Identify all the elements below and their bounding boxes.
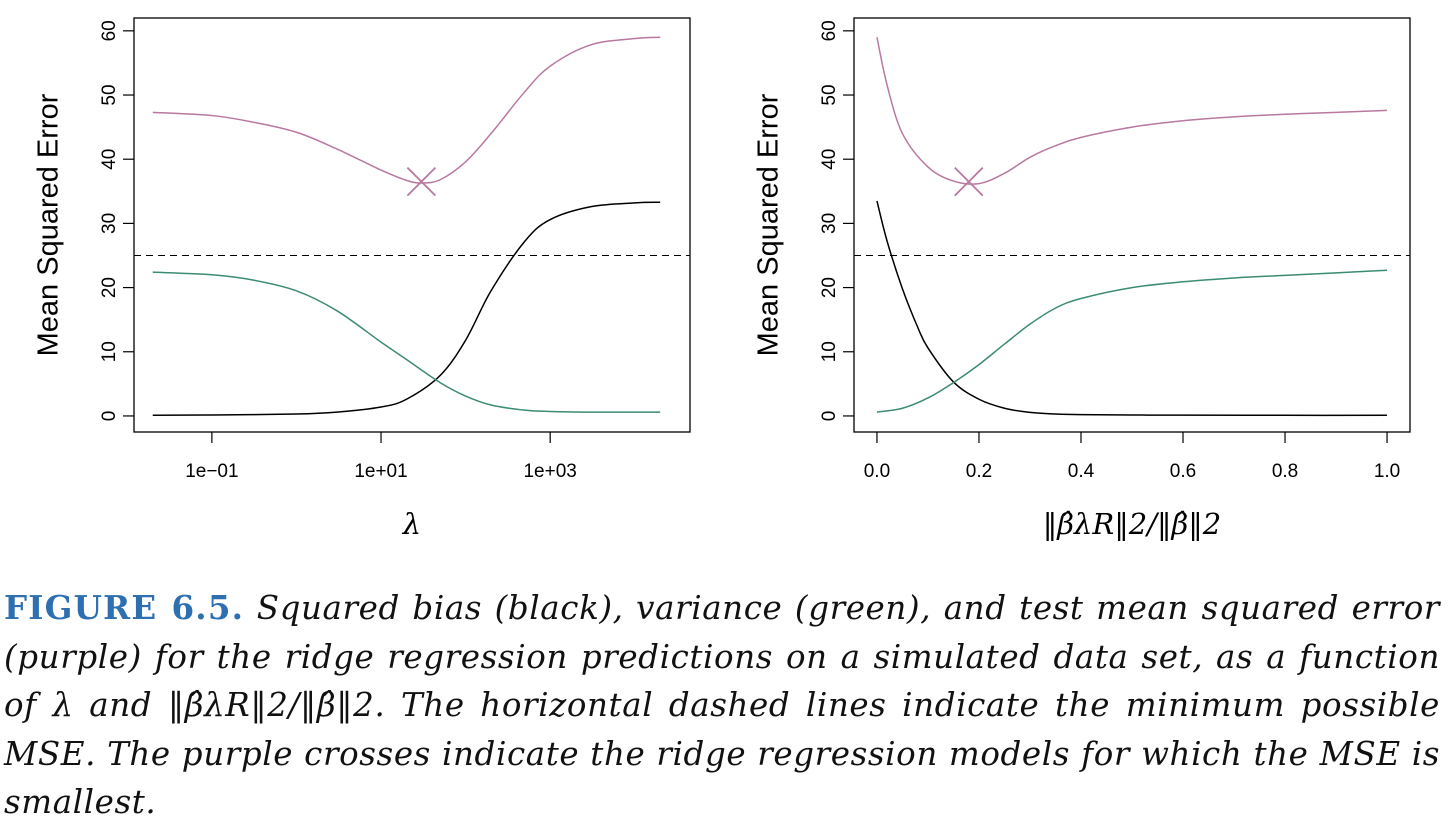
y-tick-label: 10	[819, 341, 840, 362]
caption-lambda: λ	[52, 686, 74, 724]
series-line	[876, 269, 1388, 413]
series-line	[152, 271, 661, 413]
x-tick-label: 1e+03	[523, 461, 576, 482]
y-axis-title: Mean Squared Error	[33, 93, 65, 356]
series-line	[876, 200, 1388, 417]
y-tick-label: 20	[819, 277, 840, 298]
x-axis-title: λ	[402, 507, 421, 541]
y-tick-label: 40	[819, 149, 840, 170]
x-tick-label: 1e−01	[185, 461, 238, 482]
min-mse-cross-marker	[406, 167, 437, 197]
caption-and: and	[73, 686, 168, 724]
y-tick-label: 10	[99, 341, 120, 362]
y-tick-label: 30	[99, 213, 120, 234]
cross-stroke	[406, 167, 437, 197]
figure-caption: FIGURE 6.5. Squared bias (black), varian…	[4, 584, 1440, 827]
left-chart: 0 10 20 30 40 50 60 1e−01 1e+01 1e+03 Mean Squared…	[33, 17, 691, 541]
caption-norm-ratio: ‖β̂λR‖2/‖β̂‖2	[167, 686, 375, 724]
min-mse-cross-marker	[954, 167, 984, 197]
figure-area: 0 10 20 30 40 50 60 1e−01 1e+01 1e+03 Mean Squared…	[33, 17, 1411, 541]
x-tick-label: 1e+01	[354, 461, 407, 482]
y-tick-label: 50	[819, 84, 840, 105]
y-tick-label: 60	[99, 20, 120, 41]
caption-text-1: Squared bias (black), variance (green), …	[4, 589, 1440, 724]
figure-label: FIGURE 6.5.	[4, 588, 245, 627]
x-tick-label: 0.8	[1272, 461, 1298, 482]
plot-frame	[853, 17, 1411, 433]
y-tick-label: 50	[99, 84, 120, 105]
x-tick-label: 0.0	[864, 461, 890, 482]
y-tick-label: 20	[99, 277, 120, 298]
y-tick-label: 0	[99, 411, 120, 422]
y-tick-label: 0	[819, 411, 840, 422]
right-chart: 0 10 20 30 40 50 60 0.0 0.2 0.4 0.6 0.8 1.0 Mean Squa…	[753, 17, 1411, 541]
series-line	[876, 37, 1388, 185]
x-tick-label: 1.0	[1374, 461, 1400, 482]
cross-stroke	[954, 167, 984, 197]
x-tick-label: 0.6	[1170, 461, 1196, 482]
caption-text-2: . The horizontal dashed lines indicate t…	[4, 686, 1441, 821]
series-line	[152, 36, 661, 184]
y-tick-label: 40	[99, 149, 120, 170]
x-tick-label: 0.2	[966, 461, 992, 482]
y-axis-title: Mean Squared Error	[753, 93, 785, 356]
x-tick-label: 0.4	[1068, 461, 1095, 482]
y-tick-label: 60	[819, 20, 840, 41]
y-tick-label: 30	[819, 213, 840, 234]
x-axis-title: ‖β̂λR‖2/‖β̂‖2	[1043, 507, 1221, 541]
series-line	[152, 201, 661, 417]
plot-frame	[133, 17, 691, 433]
